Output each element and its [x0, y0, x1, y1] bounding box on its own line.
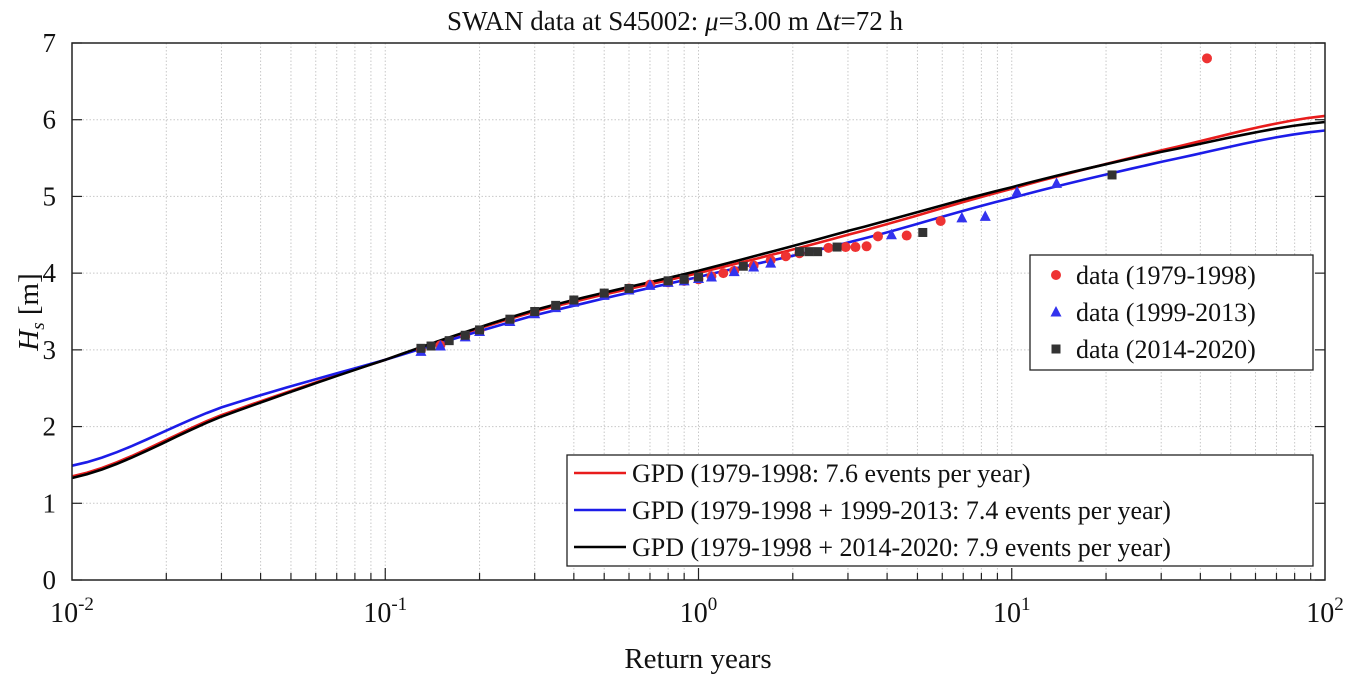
data-point-square [416, 343, 426, 353]
legend-box [566, 454, 1314, 567]
data-point-square [460, 330, 470, 340]
data-point-circle [872, 231, 883, 242]
data-point-square [475, 325, 485, 335]
x-tick-label: 101 [993, 594, 1031, 629]
data-point-square [794, 247, 804, 257]
data-point-square [624, 283, 634, 293]
legend-marker-triangle [1050, 306, 1062, 317]
data-point-triangle [705, 270, 717, 282]
legend-label: data (1979-1998) [1076, 261, 1256, 290]
y-tick-label: 4 [43, 258, 57, 288]
data-point-triangle [956, 211, 968, 223]
data-point-circle [901, 230, 912, 241]
legend-gpd: GPD (1979-1998: 7.6 events per year) GPD … [566, 454, 1314, 567]
data-point-square [918, 227, 928, 237]
data-point-square [551, 300, 561, 310]
data-point-triangle [885, 228, 897, 240]
data-point-circle [935, 215, 946, 226]
data-point-circle [840, 242, 851, 253]
data-point-square [426, 341, 436, 351]
data-point-circle [823, 242, 834, 253]
data-point-triangle [748, 261, 760, 272]
y-tick-label: 7 [43, 28, 57, 58]
data-point-triangle [765, 257, 777, 268]
x-tick-label: 100 [680, 594, 718, 629]
legend-box [1029, 254, 1314, 371]
data-point-circle [718, 268, 729, 279]
data-point-square [832, 242, 842, 252]
x-axis-label: Return years [624, 643, 771, 675]
legend-marker-circle [1051, 270, 1061, 280]
data-point-square [738, 261, 748, 271]
data-points [415, 53, 1212, 356]
legend-label: GPD (1979-1998: 7.6 events per year) [632, 459, 1031, 488]
legend-label: data (2014-2020) [1076, 335, 1256, 364]
data-point-square [599, 288, 609, 298]
legend-label: data (1999-2013) [1076, 298, 1256, 327]
data-point-square [444, 336, 454, 346]
data-point-square [663, 276, 673, 286]
data-point-square [804, 247, 814, 257]
data-point-square [679, 274, 689, 284]
data-point-circle [861, 241, 872, 252]
y-tick-label: 3 [43, 335, 57, 365]
data-point-circle [1201, 53, 1212, 64]
y-tick-label: 0 [43, 565, 57, 595]
data-point-square [813, 247, 823, 257]
data-point-triangle [979, 210, 991, 221]
chart-title: SWAN data at S45002: μ=3.00 m Δt=72 h [447, 6, 903, 36]
axis-ticks: 0 1 2 3 4 5 6 7 10-2 10-1 100 101 102 [43, 28, 1344, 629]
legend-label: GPD (1979-1998 + 2014-2020: 7.9 events p… [632, 533, 1171, 562]
data-point-square [505, 314, 515, 324]
data-point-triangle [1051, 177, 1063, 188]
legend-label: GPD (1979-1998 + 1999-2013: 7.4 events p… [632, 496, 1171, 525]
data-point-square [694, 272, 703, 282]
y-axis-label: Hs [m] [13, 273, 49, 351]
data-point-square [1107, 170, 1117, 180]
legend-data: data (1979-1998) data (1999-2013) data (20… [1029, 254, 1314, 371]
legend-marker-square [1051, 344, 1061, 354]
y-tick-label: 5 [43, 181, 57, 211]
x-tick-label: 102 [1306, 594, 1344, 629]
y-tick-label: 6 [43, 105, 57, 135]
data-point-triangle [728, 265, 740, 277]
data-point-square [569, 295, 579, 305]
gpd-line-2 [71, 120, 1326, 480]
y-tick-label: 2 [43, 412, 57, 442]
x-tick-label: 10-2 [50, 594, 94, 629]
data-point-circle [850, 242, 861, 253]
data-point-circle [780, 251, 791, 262]
data-point-triangle [644, 279, 656, 290]
data-point-square [530, 307, 540, 316]
x-tick-label: 10-1 [363, 594, 407, 629]
y-tick-label: 1 [43, 488, 57, 518]
data-point-triangle [1011, 185, 1023, 197]
data-point-triangle [434, 340, 446, 351]
